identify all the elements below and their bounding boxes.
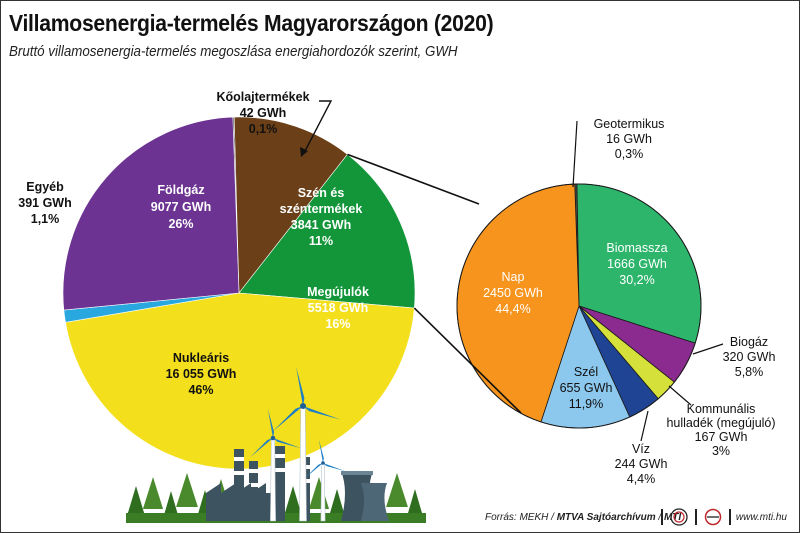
label-szen-line: 11% bbox=[309, 234, 333, 248]
label-egyeb-line: 1,1% bbox=[31, 212, 60, 226]
slice-nuklearis bbox=[65, 292, 415, 470]
tree-icon bbox=[176, 473, 198, 507]
label-nap-line: 2450 GWh bbox=[483, 286, 543, 300]
label-koolajtermekek-line: 42 GWh bbox=[240, 106, 287, 120]
label-foldgaz-line: 26% bbox=[168, 217, 193, 231]
label-egyeb-line: Egyéb bbox=[26, 180, 64, 194]
label-szen: Szén és széntermékek 3841 GWh 11% bbox=[280, 186, 363, 248]
renewables-pie-labels: Geotermikus 16 GWh 0,3% Biomassza 1666 GWh 30… bbox=[483, 117, 775, 486]
mti-logo-icon bbox=[704, 508, 722, 526]
label-nuklearis-line: 16 055 GWh bbox=[166, 367, 237, 381]
cooling-tower-icon bbox=[341, 471, 389, 521]
arrowhead bbox=[300, 147, 308, 157]
label-biomassza-line: 30,2% bbox=[619, 273, 654, 287]
label-koolajtermekek-line: 0,1% bbox=[249, 122, 278, 136]
label-koolajtermekek: Kőolajtermékek 42 GWh 0,1% bbox=[216, 90, 309, 136]
label-biogaz-line: Biogáz bbox=[730, 335, 768, 349]
mtva-logo-icon bbox=[670, 508, 688, 526]
label-kommunalis-line: hulladék (megújuló) bbox=[666, 416, 775, 430]
slice-szen-es-szentermekek bbox=[233, 116, 348, 294]
label-kommunalis-line: 167 GWh bbox=[695, 430, 748, 444]
renewables-pie bbox=[456, 183, 702, 429]
label-koolajtermekek-line: Kőolajtermékek bbox=[216, 90, 309, 104]
wind-turbine-icons bbox=[250, 366, 346, 522]
tree-icon bbox=[386, 473, 408, 507]
tree-icon bbox=[284, 486, 302, 514]
label-biomassza: Biomassza 1666 GWh 30,2% bbox=[606, 241, 667, 287]
label-geotermikus: Geotermikus 16 GWh 0,3% bbox=[594, 117, 665, 161]
leader-koolaj bbox=[303, 100, 333, 154]
chart-title: Villamosenergia-termelés Magyarországon … bbox=[9, 10, 494, 36]
slice-megujulok bbox=[238, 153, 416, 309]
label-egyeb-line: 391 GWh bbox=[18, 196, 72, 210]
tree-icon bbox=[142, 477, 164, 509]
label-biogaz-line: 5,8% bbox=[735, 365, 764, 379]
footer: Forrás: MEKH / MTVA Sajtóarchívum / MTI … bbox=[471, 507, 791, 527]
label-geotermikus-line: 0,3% bbox=[615, 147, 644, 161]
label-szel-line: Szél bbox=[574, 365, 598, 379]
label-foldgaz-line: Földgáz bbox=[157, 183, 204, 197]
label-viz-line: Víz bbox=[632, 442, 650, 456]
slice-foldgaz bbox=[62, 116, 240, 311]
connector-top bbox=[347, 153, 480, 205]
label-szen-line: Szén és bbox=[298, 186, 345, 200]
label-foldgaz: Földgáz 9077 GWh 26% bbox=[151, 183, 211, 231]
label-egyeb: Egyéb 391 GWh 1,1% bbox=[18, 180, 72, 226]
source-text: Forrás: MEKH / MTVA Sajtóarchívum / MTI bbox=[485, 512, 682, 523]
label-biomassza-line: 1666 GWh bbox=[607, 257, 667, 271]
label-megujulok: Megújulók 5518 GWh 16% bbox=[307, 285, 369, 331]
tree-icon bbox=[163, 491, 179, 517]
wind-turbine-icon bbox=[272, 366, 341, 522]
separator bbox=[661, 509, 663, 525]
label-kommunalis-line: 3% bbox=[712, 444, 730, 458]
chart-subtitle: Bruttó villamosenergia-termelés megoszlá… bbox=[9, 44, 458, 60]
label-szen-line: 3841 GWh bbox=[291, 218, 351, 232]
label-biogaz-line: 320 GWh bbox=[723, 350, 776, 364]
main-pie-labels: Kőolajtermékek 42 GWh 0,1% Szén és széntermé… bbox=[18, 90, 369, 397]
label-szel: Szél 655 GWh 11,9% bbox=[560, 365, 613, 411]
label-szel-line: 11,9% bbox=[569, 397, 604, 411]
label-kommunalis-line: Kommunális bbox=[687, 402, 756, 416]
leader-viz bbox=[640, 410, 649, 442]
label-geotermikus-line: Geotermikus bbox=[594, 117, 665, 131]
tree-icon bbox=[127, 486, 145, 514]
label-nap-line: 44,4% bbox=[495, 302, 530, 316]
label-viz-line: 4,4% bbox=[627, 472, 656, 486]
leader-kommunalis bbox=[668, 385, 692, 406]
label-nuklearis-line: 46% bbox=[188, 383, 213, 397]
label-nap: Nap 2450 GWh 44,4% bbox=[483, 270, 543, 316]
label-szen-line: széntermékek bbox=[280, 202, 363, 216]
tree-icon bbox=[308, 477, 330, 509]
connector-lines bbox=[347, 153, 522, 414]
label-viz: Víz 244 GWh 4,4% bbox=[615, 442, 668, 486]
wind-turbine-icon bbox=[304, 439, 346, 522]
label-viz-line: 244 GWh bbox=[615, 457, 668, 471]
label-megujulok-line: 16% bbox=[325, 317, 350, 331]
label-biomassza-line: Biomassza bbox=[606, 241, 667, 255]
leader-biogaz bbox=[692, 343, 724, 355]
label-nap-line: Nap bbox=[502, 270, 525, 284]
label-megujulok-line: 5518 GWh bbox=[308, 301, 368, 315]
landscape-illustration bbox=[126, 366, 426, 523]
label-nuklearis: Nukleáris 16 055 GWh 46% bbox=[166, 351, 237, 397]
leader-geotermikus bbox=[572, 120, 578, 188]
label-foldgaz-line: 9077 GWh bbox=[151, 200, 211, 214]
wind-turbine-icon bbox=[250, 408, 302, 522]
label-geotermikus-line: 16 GWh bbox=[606, 132, 652, 146]
site-link[interactable]: www.mti.hu bbox=[735, 512, 787, 523]
separator bbox=[695, 509, 697, 525]
label-szel-line: 655 GWh bbox=[560, 381, 613, 395]
main-pie bbox=[62, 116, 416, 470]
tree-icon bbox=[407, 489, 423, 515]
label-kommunalis: Kommunális hulladék (megújuló) 167 GWh 3% bbox=[666, 402, 775, 458]
tree-icon bbox=[329, 489, 345, 515]
factory-icon bbox=[206, 483, 276, 521]
separator bbox=[729, 509, 731, 525]
connector-bottom bbox=[413, 307, 522, 414]
label-biogaz: Biogáz 320 GWh 5,8% bbox=[723, 335, 776, 379]
label-nuklearis-line: Nukleáris bbox=[173, 351, 229, 365]
label-megujulok-line: Megújulók bbox=[307, 285, 369, 299]
